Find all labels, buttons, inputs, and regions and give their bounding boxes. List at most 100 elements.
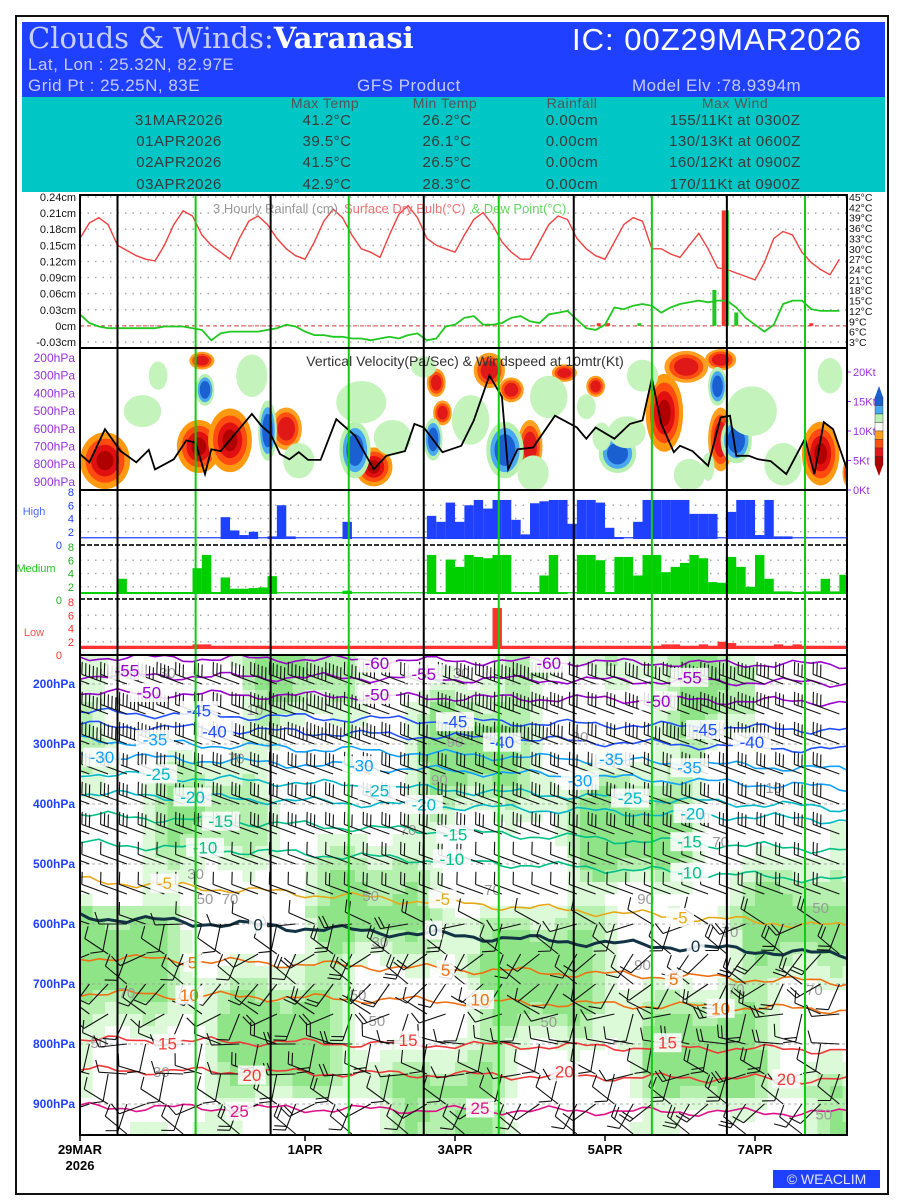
wind-barb <box>587 661 615 685</box>
rh-cell <box>317 678 331 691</box>
wind-barb <box>140 1076 165 1105</box>
rh-cell <box>505 1002 518 1015</box>
wind-barb <box>625 841 653 865</box>
cloud-bar <box>689 645 699 650</box>
rh-cell <box>730 1050 743 1063</box>
wind-barb <box>816 923 840 951</box>
rh-cell <box>505 810 518 823</box>
rh-cell <box>92 726 106 739</box>
rh-cell <box>467 1050 481 1063</box>
rh-cell <box>442 774 456 787</box>
wind-barb <box>161 1104 184 1135</box>
wind-barb <box>186 1013 221 1028</box>
wind-barb <box>550 871 578 895</box>
omega-rising-cell <box>437 405 448 420</box>
rh-cell <box>617 870 631 883</box>
rh-label: 50 <box>540 1014 557 1031</box>
cloud-bar <box>342 521 352 540</box>
cloud-bar <box>455 645 465 650</box>
cloud-bar <box>492 607 502 650</box>
rh-cell <box>680 1050 693 1063</box>
rh-cell <box>80 930 93 943</box>
wind-barb <box>105 1103 128 1132</box>
rh-cell <box>842 1074 847 1087</box>
wind-barb <box>610 1104 634 1135</box>
time-markers <box>116 195 806 1135</box>
summary-max-wind: 130/13Kt at 0600Z <box>669 133 801 150</box>
wind-barb <box>81 871 109 895</box>
rh-cell <box>842 930 847 943</box>
rh-cell <box>192 1014 206 1027</box>
rh-cell <box>617 858 631 871</box>
rh-cell <box>317 834 331 847</box>
rh-cell <box>330 870 343 883</box>
cloud-tick-label: 2 <box>68 582 74 594</box>
surface-title: 3 Hourly Rainfall (cm) Surface Dry Bulb(°… <box>213 201 566 216</box>
cloud-bar <box>670 644 681 650</box>
rh-cell <box>517 1038 531 1051</box>
rh-cell <box>555 942 568 955</box>
rh-cell <box>92 774 106 787</box>
wind-barb <box>437 691 465 715</box>
rh-cell <box>655 714 668 727</box>
wind-barb <box>314 1073 334 1104</box>
wind-barb <box>486 1067 521 1080</box>
rh-cell <box>167 1014 181 1027</box>
rain-axis-label: 0.03cm <box>40 305 76 317</box>
rh-cell <box>167 858 181 871</box>
rh-cell <box>530 954 543 967</box>
wind-barb <box>411 1012 446 1024</box>
rh-cell <box>780 870 793 883</box>
rh-cell <box>705 655 718 667</box>
wind-barb <box>100 871 128 895</box>
cloud-bar <box>455 521 465 540</box>
rh-cell <box>330 978 343 991</box>
isotherm-label: -15 <box>208 812 233 831</box>
rh-cell <box>780 930 793 943</box>
rh-cell <box>517 774 531 787</box>
rh-cell <box>330 1014 343 1027</box>
rh-cell <box>480 678 493 691</box>
rh-cell <box>480 906 493 919</box>
wind-barb <box>489 1027 521 1045</box>
rh-cell <box>380 1110 393 1123</box>
cloud-bar <box>680 499 690 540</box>
wind-barb <box>381 751 409 775</box>
wind-barb <box>550 751 578 775</box>
cloud-bar <box>117 645 127 650</box>
wind-barb <box>606 841 634 865</box>
rh-cell <box>817 906 831 919</box>
rain-axis-label: 0.15cm <box>40 240 76 252</box>
rh-cell <box>467 786 481 799</box>
wind-barb <box>381 871 409 895</box>
summary-min-temp: 26.5°C <box>422 154 472 171</box>
rh-cell <box>230 1086 243 1099</box>
rh-cell <box>830 1122 843 1135</box>
cloud-bar <box>483 645 493 650</box>
wind-barb <box>325 871 353 895</box>
wind-barb <box>137 811 165 835</box>
wind-barb <box>793 661 821 685</box>
cloud-bar <box>220 577 231 595</box>
wind-barb <box>217 1104 240 1135</box>
rh-cell <box>392 1050 406 1063</box>
wind-barb <box>568 691 596 715</box>
rh-cell <box>467 942 481 955</box>
cloud-bar <box>408 645 418 650</box>
wind-barb <box>654 1069 690 1083</box>
omega-rising-cell <box>523 431 537 462</box>
cloud-bar <box>595 560 606 595</box>
rh-cell <box>405 1086 418 1099</box>
vv-level-label: 300hPa <box>34 369 76 383</box>
wind-barb <box>500 1133 503 1135</box>
rh-cell <box>217 1026 231 1039</box>
colorbar-swatch <box>874 439 884 449</box>
rh-cell <box>117 930 131 943</box>
colorbar-swatch <box>874 396 884 406</box>
rh-cell <box>542 990 556 1003</box>
wind-barb <box>156 661 184 685</box>
rh-cell <box>455 942 468 955</box>
omega-rising-cell <box>431 374 442 391</box>
wind-barb <box>361 983 390 1008</box>
